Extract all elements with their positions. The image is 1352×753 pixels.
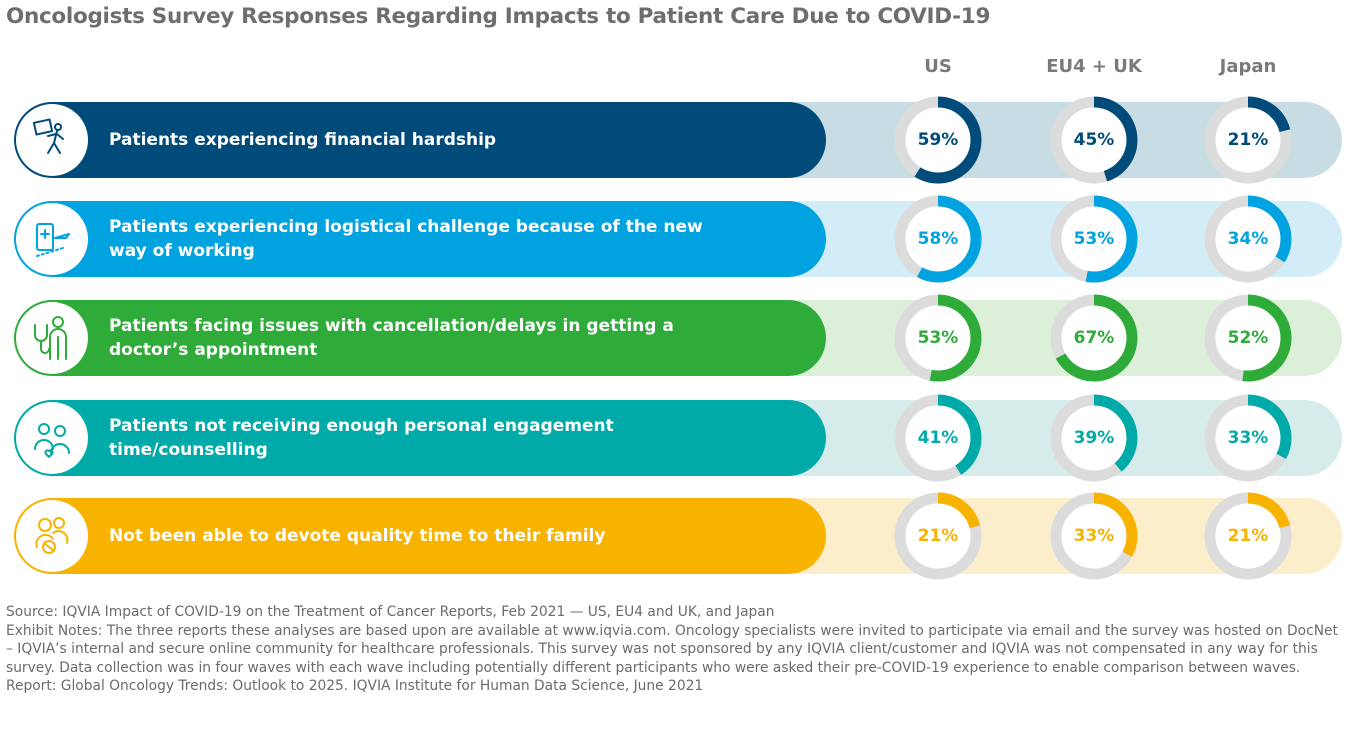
doctor-stethoscope-icon bbox=[16, 302, 88, 374]
donut-us: 21% bbox=[890, 488, 986, 584]
donut-us: 59% bbox=[890, 92, 986, 188]
family-icon bbox=[16, 500, 88, 572]
donut-value-label: 21% bbox=[1227, 130, 1269, 150]
row-label: Patients not receiving enough personal e… bbox=[109, 416, 614, 460]
donut-value-label: 67% bbox=[1073, 328, 1115, 348]
donut-us: 58% bbox=[890, 191, 986, 287]
donut-japan: 33% bbox=[1200, 390, 1296, 486]
donut-value-label: 53% bbox=[1073, 229, 1115, 249]
source-note: Source: IQVIA Impact of COVID-19 on the … bbox=[6, 604, 775, 620]
donut-ring-value bbox=[1050, 294, 1138, 382]
row-label: Patients experiencing logistical challen… bbox=[109, 217, 703, 261]
donut-value-label: 58% bbox=[917, 229, 959, 249]
row-label: Not been able to devote quality time to … bbox=[109, 526, 606, 546]
donut-japan: 21% bbox=[1200, 488, 1296, 584]
row-label-bar bbox=[14, 400, 826, 476]
row-label-bar bbox=[14, 498, 826, 574]
donut-eu4-uk: 39% bbox=[1046, 390, 1142, 486]
donut-ring-value bbox=[1204, 394, 1292, 482]
chart-row: Patients facing issues with cancellation… bbox=[14, 294, 1342, 382]
donut-value-label: 21% bbox=[917, 526, 959, 546]
chart-title: Oncologists Survey Responses Regarding I… bbox=[6, 4, 991, 29]
donut-japan: 52% bbox=[1200, 290, 1296, 386]
donut-ring-value bbox=[1050, 96, 1138, 184]
donut-value-label: 59% bbox=[917, 130, 959, 150]
column-header-japan: Japan bbox=[1219, 56, 1277, 77]
donut-value-label: 34% bbox=[1227, 229, 1269, 249]
donut-value-label: 33% bbox=[1073, 526, 1115, 546]
row-label-bar bbox=[14, 102, 826, 178]
donut-japan: 34% bbox=[1200, 191, 1296, 287]
chart-row: Patients experiencing logistical challen… bbox=[14, 195, 1342, 283]
donut-ring-value bbox=[1050, 394, 1138, 482]
donut-eu4-uk: 53% bbox=[1046, 191, 1142, 287]
chart-row: Not been able to devote quality time to … bbox=[14, 492, 1342, 580]
donut-value-label: 33% bbox=[1227, 428, 1269, 448]
logistics-travel-icon bbox=[16, 203, 88, 275]
row-label-bar bbox=[14, 300, 826, 376]
donut-value-label: 41% bbox=[917, 428, 959, 448]
donut-eu4-uk: 67% bbox=[1046, 290, 1142, 386]
donut-ring-value bbox=[1050, 492, 1138, 580]
donut-value-label: 45% bbox=[1073, 130, 1115, 150]
counselling-people-icon bbox=[16, 402, 88, 474]
donut-us: 53% bbox=[890, 290, 986, 386]
donut-ring-value bbox=[894, 96, 982, 184]
row-label-bar bbox=[14, 201, 826, 277]
donut-ring-value bbox=[1204, 195, 1292, 283]
donut-value-label: 21% bbox=[1227, 526, 1269, 546]
chart-row: Patients experiencing financial hardship… bbox=[14, 96, 1342, 184]
report-note: Report: Global Oncology Trends: Outlook … bbox=[6, 678, 704, 694]
row-label: Patients facing issues with cancellation… bbox=[109, 316, 674, 360]
footnotes: Source: IQVIA Impact of COVID-19 on the … bbox=[6, 603, 1348, 696]
column-header-eu4-uk: EU4 + UK bbox=[1046, 56, 1142, 77]
donut-eu4-uk: 33% bbox=[1046, 488, 1142, 584]
exhibit-notes: Exhibit Notes: The three reports these a… bbox=[6, 622, 1338, 676]
donut-ring-value bbox=[1204, 294, 1292, 382]
chart-row: Patients not receiving enough personal e… bbox=[14, 394, 1342, 482]
donut-japan: 21% bbox=[1200, 92, 1296, 188]
donut-value-label: 39% bbox=[1073, 428, 1115, 448]
donut-eu4-uk: 45% bbox=[1046, 92, 1142, 188]
donut-us: 41% bbox=[890, 390, 986, 486]
financial-hardship-icon bbox=[16, 104, 88, 176]
donut-value-label: 52% bbox=[1227, 328, 1269, 348]
donut-ring-value bbox=[1204, 96, 1292, 184]
row-label: Patients experiencing financial hardship bbox=[109, 130, 497, 150]
donut-ring-value bbox=[894, 492, 982, 580]
column-header-us: US bbox=[924, 56, 952, 77]
donut-ring-value bbox=[894, 394, 982, 482]
donut-ring-value bbox=[1050, 195, 1138, 283]
donut-ring-value bbox=[894, 294, 982, 382]
donut-value-label: 53% bbox=[917, 328, 959, 348]
donut-ring-value bbox=[1204, 492, 1292, 580]
donut-ring-value bbox=[894, 195, 982, 283]
